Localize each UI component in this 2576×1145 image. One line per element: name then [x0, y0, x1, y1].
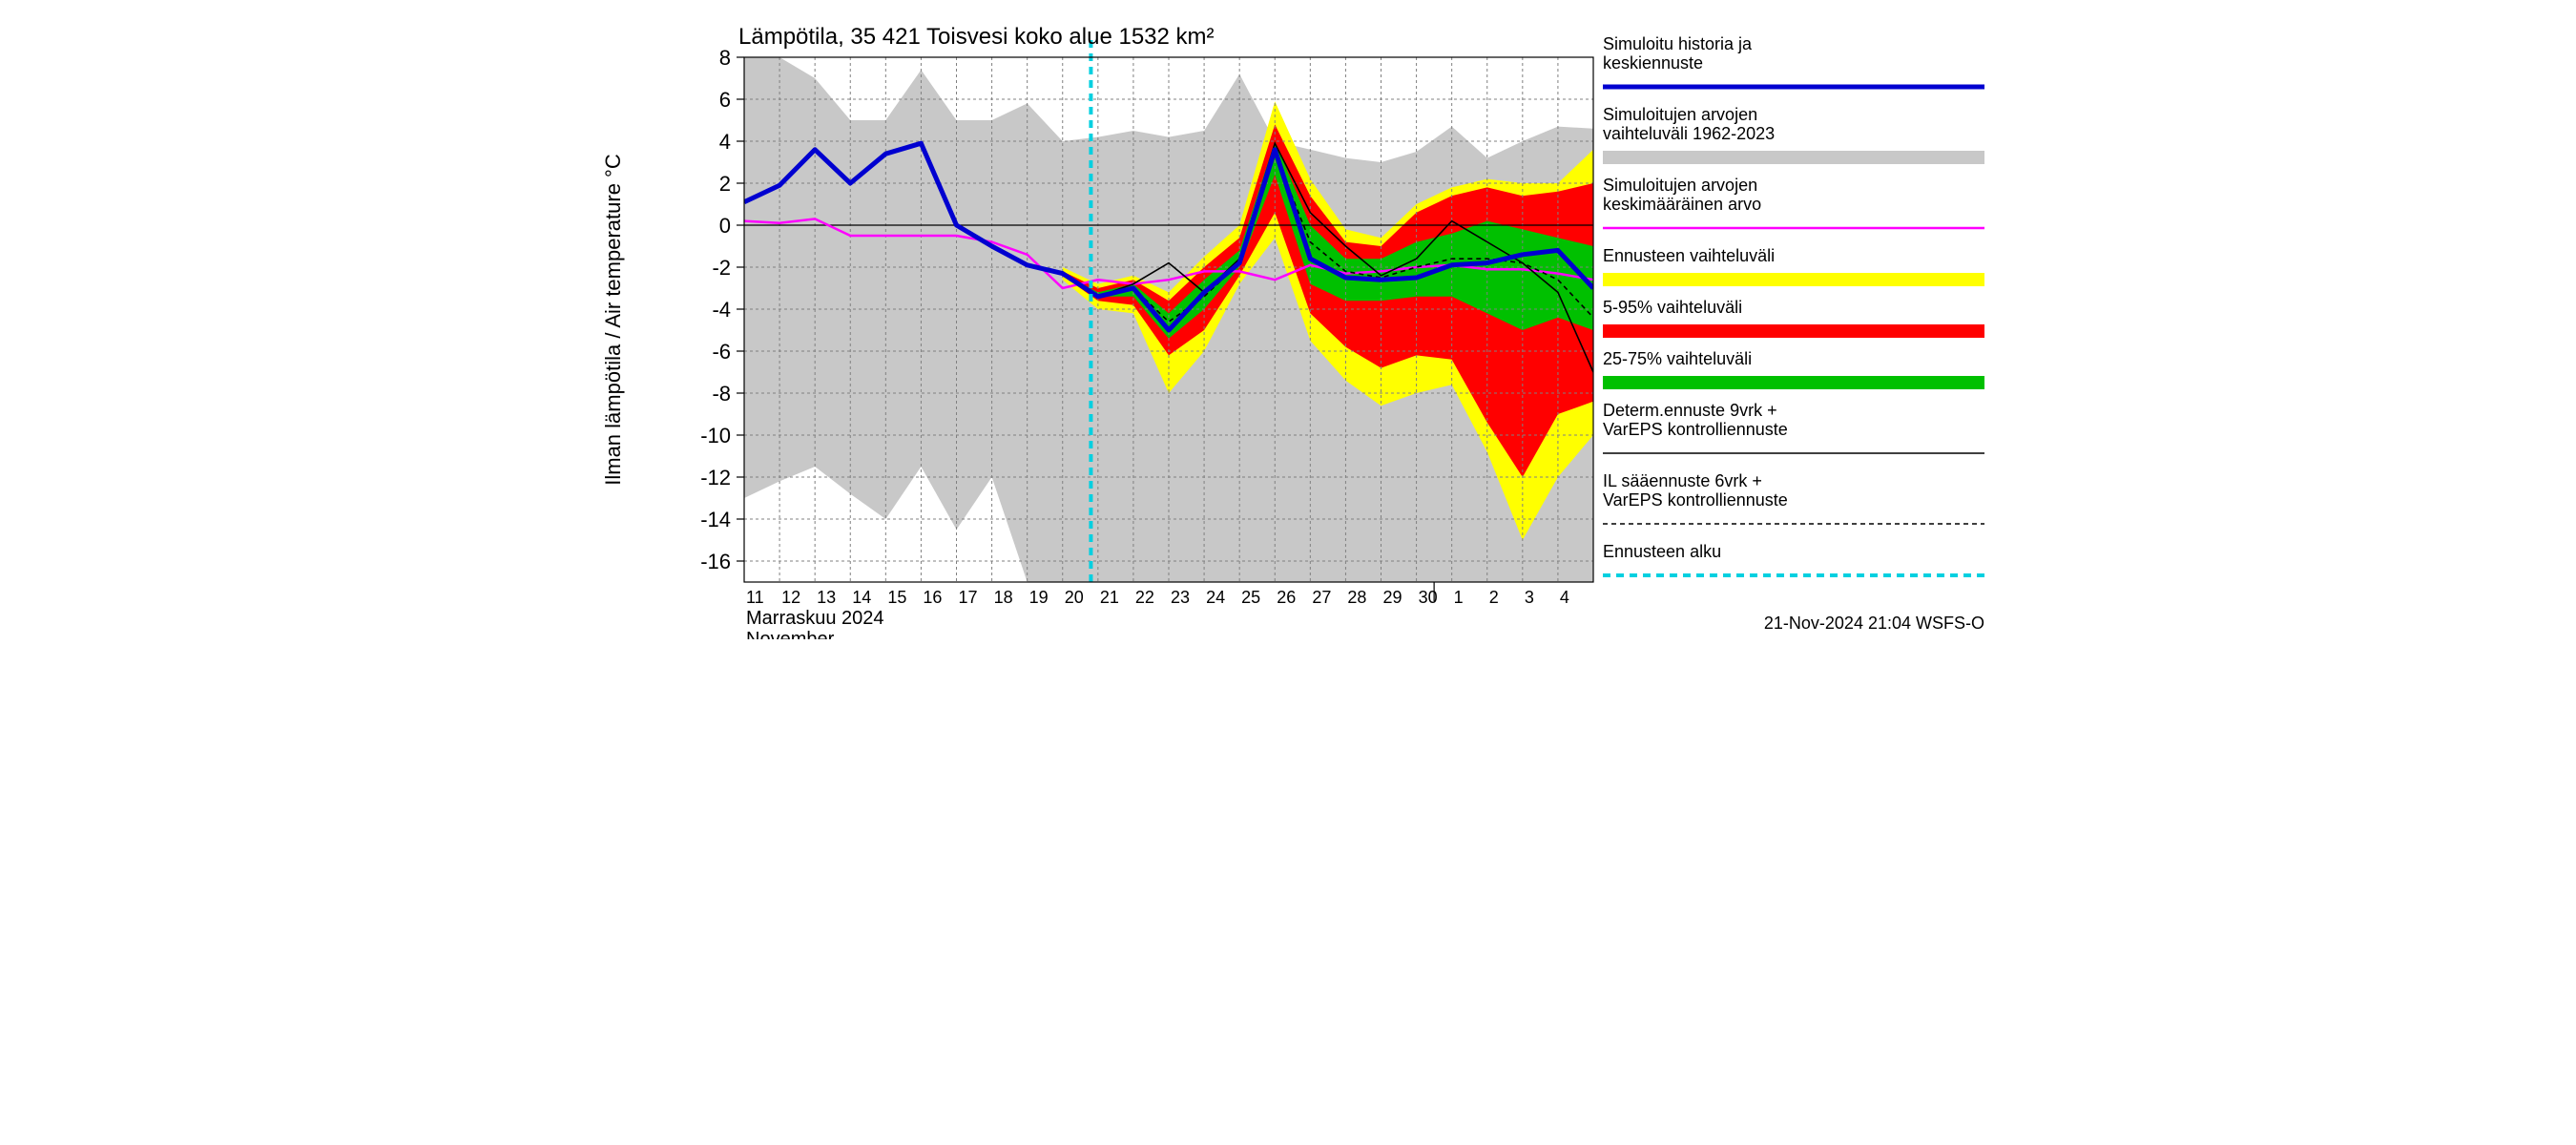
- svg-text:19: 19: [1029, 588, 1049, 607]
- chart-container: Ilman lämpötila / Air temperature °C 864…: [572, 0, 2004, 639]
- svg-text:24: 24: [1206, 588, 1225, 607]
- svg-text:Lämpötila, 35 421 Toisvesi kok: Lämpötila, 35 421 Toisvesi koko alue 153…: [738, 24, 1215, 50]
- svg-text:November: November: [746, 629, 835, 639]
- svg-text:VarEPS kontrolliennuste: VarEPS kontrolliennuste: [1603, 420, 1788, 439]
- svg-text:2: 2: [1489, 588, 1499, 607]
- svg-text:3: 3: [1525, 588, 1534, 607]
- svg-text:6: 6: [719, 88, 731, 112]
- svg-text:-16: -16: [700, 550, 731, 573]
- svg-text:16: 16: [923, 588, 942, 607]
- svg-text:-8: -8: [712, 382, 731, 406]
- svg-text:22: 22: [1135, 588, 1154, 607]
- svg-text:8: 8: [719, 46, 731, 70]
- svg-text:Ennusteen alku: Ennusteen alku: [1603, 542, 1721, 561]
- svg-text:23: 23: [1171, 588, 1190, 607]
- svg-text:12: 12: [781, 588, 800, 607]
- svg-text:30: 30: [1419, 588, 1438, 607]
- svg-text:26: 26: [1277, 588, 1296, 607]
- svg-text:-2: -2: [712, 256, 731, 280]
- svg-text:28: 28: [1347, 588, 1366, 607]
- svg-text:29: 29: [1383, 588, 1402, 607]
- svg-text:4: 4: [719, 130, 731, 154]
- svg-text:2: 2: [719, 172, 731, 196]
- chart-svg: 86420-2-4-6-8-10-12-14-16111213141516171…: [572, 0, 2004, 639]
- svg-text:Ennusteen vaihteluväli: Ennusteen vaihteluväli: [1603, 246, 1775, 265]
- svg-text:13: 13: [817, 588, 836, 607]
- svg-text:27: 27: [1312, 588, 1331, 607]
- svg-text:-14: -14: [700, 508, 731, 531]
- svg-text:14: 14: [852, 588, 871, 607]
- svg-text:vaihteluväli 1962-2023: vaihteluväli 1962-2023: [1603, 124, 1775, 143]
- svg-text:-10: -10: [700, 424, 731, 448]
- svg-text:20: 20: [1065, 588, 1084, 607]
- svg-text:1: 1: [1454, 588, 1464, 607]
- svg-text:5-95% vaihteluväli: 5-95% vaihteluväli: [1603, 298, 1742, 317]
- svg-text:25-75% vaihteluväli: 25-75% vaihteluväli: [1603, 349, 1752, 368]
- footer-timestamp: 21-Nov-2024 21:04 WSFS-O: [1764, 614, 1984, 634]
- svg-text:keskimääräinen arvo: keskimääräinen arvo: [1603, 195, 1761, 214]
- svg-text:25: 25: [1241, 588, 1260, 607]
- svg-text:15: 15: [887, 588, 906, 607]
- svg-text:-6: -6: [712, 340, 731, 364]
- svg-text:Simuloitujen arvojen: Simuloitujen arvojen: [1603, 176, 1757, 195]
- svg-text:Simuloitu historia ja: Simuloitu historia ja: [1603, 34, 1753, 53]
- svg-text:Simuloitujen arvojen: Simuloitujen arvojen: [1603, 105, 1757, 124]
- svg-text:-12: -12: [700, 466, 731, 489]
- svg-text:17: 17: [959, 588, 978, 607]
- svg-text:-4: -4: [712, 298, 731, 322]
- svg-text:Determ.ennuste 9vrk +: Determ.ennuste 9vrk +: [1603, 401, 1777, 420]
- svg-text:keskiennuste: keskiennuste: [1603, 53, 1703, 73]
- svg-text:11: 11: [746, 588, 764, 607]
- svg-text:0: 0: [719, 214, 731, 238]
- svg-text:VarEPS kontrolliennuste: VarEPS kontrolliennuste: [1603, 490, 1788, 510]
- y-axis-label: Ilman lämpötila / Air temperature °C: [601, 154, 626, 486]
- svg-text:21: 21: [1100, 588, 1119, 607]
- svg-text:Marraskuu 2024: Marraskuu 2024: [746, 608, 884, 629]
- svg-text:IL sääennuste 6vrk +: IL sääennuste 6vrk +: [1603, 471, 1762, 490]
- svg-text:4: 4: [1560, 588, 1569, 607]
- svg-text:18: 18: [994, 588, 1013, 607]
